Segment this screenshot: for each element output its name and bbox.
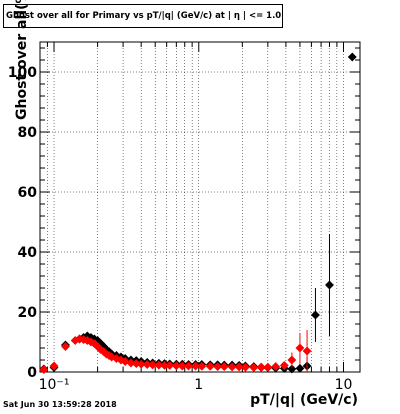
data-point [39, 365, 49, 375]
data-point [249, 362, 259, 373]
plot-border [39, 41, 361, 373]
data-point [347, 52, 357, 62]
data-point [154, 360, 164, 370]
y-tick-label: 40 [18, 245, 38, 261]
data-point [107, 352, 117, 362]
data-point [177, 361, 187, 371]
y-tick-label: 80 [18, 125, 38, 141]
data-point [234, 362, 244, 372]
data-point [227, 362, 237, 372]
data-point [205, 361, 215, 371]
data-point [279, 360, 289, 370]
chart-title: Ghost over all for Primary vs pT/|q| (Ge… [3, 4, 283, 28]
data-point [295, 363, 305, 373]
data-point [49, 361, 59, 371]
data-point [263, 362, 273, 372]
data-point [302, 346, 312, 356]
data-point [197, 361, 207, 371]
y-tick-label: 100 [8, 65, 37, 81]
axis-ticks: 0 20 40 60 80 100 10⁻¹ 1 10 [8, 42, 360, 393]
x-tick-label: 10⁻¹ [39, 377, 70, 393]
data-point [310, 310, 321, 320]
data-point [287, 355, 297, 365]
data-point [136, 359, 146, 369]
data-point [271, 362, 281, 372]
x-tick-label: 1 [194, 377, 203, 393]
y-axis-label: Ghost over all(%) [14, 0, 30, 120]
grid-lines [39, 42, 360, 373]
data-point [213, 362, 223, 372]
data-point [165, 360, 175, 370]
plot-frame [39, 41, 361, 373]
timestamp: Sat Jun 30 13:59:28 2018 [3, 400, 117, 409]
data-point [256, 362, 266, 373]
data-point [219, 362, 229, 372]
y-tick-label: 60 [18, 185, 38, 201]
data-point [287, 364, 297, 374]
data-marks [39, 52, 357, 375]
x-axis-label: pT/|q| (GeV/c) [250, 392, 358, 408]
data-point [240, 362, 250, 372]
data-point [295, 343, 305, 353]
data-point [60, 341, 71, 352]
data-point [171, 361, 181, 371]
y-tick-label: 0 [27, 365, 37, 381]
y-tick-label: 20 [18, 305, 38, 321]
x-tick-label: 10 [335, 377, 353, 393]
data-point [183, 361, 194, 371]
data-point [148, 360, 158, 370]
data-point [190, 361, 201, 371]
data-point [324, 280, 335, 290]
